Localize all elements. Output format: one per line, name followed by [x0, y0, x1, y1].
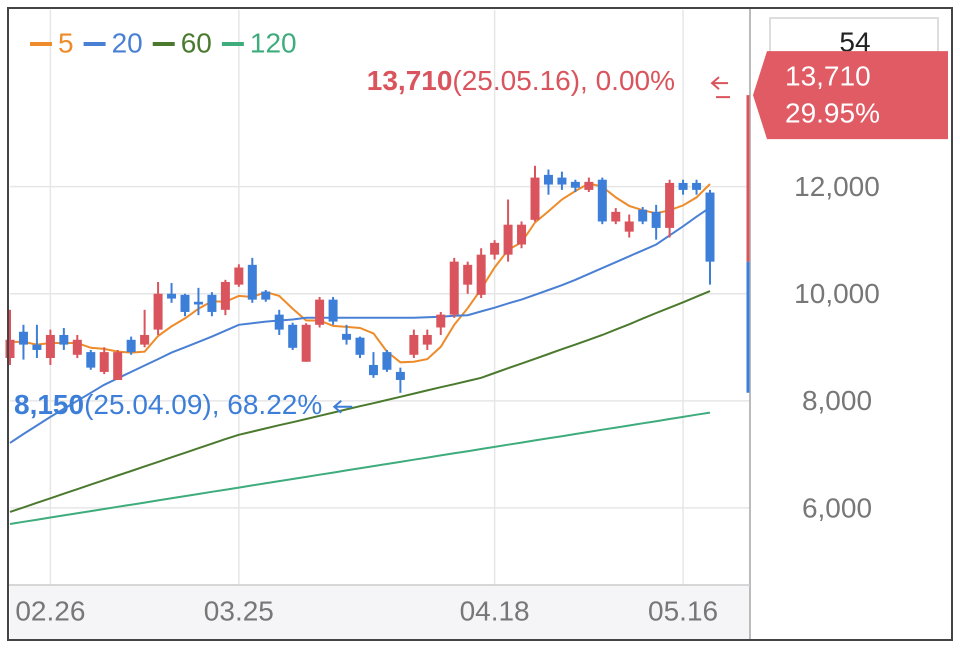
- annotations: 13,710(25.05.16), 0.00%8,150(25.04.09), …: [14, 51, 948, 420]
- candle-body: [328, 299, 338, 322]
- annotation-detail: (25.04.09), 68.22%: [84, 389, 322, 420]
- ma-line: [9, 206, 711, 444]
- candle-body: [651, 211, 661, 228]
- candle-body: [517, 224, 527, 245]
- x-tick-label: 03.25: [204, 595, 274, 626]
- candle-body: [409, 334, 419, 355]
- candle-body: [59, 334, 69, 345]
- annotation-value: 13,710: [367, 66, 453, 97]
- ma-line: [9, 290, 711, 513]
- candle-body: [247, 264, 257, 300]
- candle-body: [180, 294, 190, 312]
- candle-body: [126, 339, 136, 353]
- y-tick-label: 6,000: [802, 492, 872, 523]
- annotation-detail: (25.05.16), 0.00%: [452, 66, 675, 97]
- candle-body: [72, 339, 82, 355]
- candle-body: [86, 352, 96, 368]
- candle-body: [234, 267, 244, 285]
- candle-body: [342, 333, 352, 340]
- x-axis-band: [10, 585, 750, 640]
- candle-body: [597, 179, 607, 222]
- candle-body: [167, 293, 177, 299]
- price-tag: [753, 51, 948, 140]
- candle-body: [153, 293, 163, 330]
- candle-body: [665, 182, 675, 228]
- candle-body: [207, 294, 217, 312]
- candle-body: [543, 174, 553, 185]
- candle-body: [220, 281, 230, 310]
- y-tick-label: 10,000: [794, 278, 880, 309]
- candle-body: [422, 334, 432, 345]
- candle-body: [113, 352, 123, 380]
- legend-label[interactable]: 120: [250, 27, 297, 58]
- ma-lines: [9, 182, 711, 525]
- plot-area: [5, 10, 750, 585]
- ma-line: [9, 411, 711, 525]
- candle-body: [5, 339, 15, 358]
- candle-body: [301, 324, 311, 362]
- high-annotation: 13,710(25.05.16), 0.00%: [367, 66, 675, 97]
- legend-label[interactable]: 5: [58, 27, 74, 58]
- candle-body: [382, 352, 392, 370]
- candle-body: [584, 181, 594, 190]
- annotation-arrow: [332, 400, 353, 414]
- price-tag-change: 29.95%: [785, 98, 880, 129]
- candle-body: [32, 344, 42, 350]
- price-tag-value: 13,710: [785, 61, 871, 92]
- candle-body: [436, 314, 446, 328]
- candle-body: [449, 261, 459, 315]
- candle-body: [624, 221, 634, 232]
- x-tick-label: 02.26: [15, 595, 85, 626]
- candle-body: [638, 209, 648, 222]
- x-tick-label: 04.18: [460, 595, 530, 626]
- candle-body: [395, 371, 405, 380]
- candle-body: [140, 334, 150, 345]
- candle-body: [678, 182, 688, 190]
- candle-body: [355, 337, 365, 355]
- candle-body: [45, 334, 55, 358]
- candle-body: [315, 299, 325, 325]
- y-tick-label: 12,000: [794, 171, 880, 202]
- candle-body: [557, 177, 567, 185]
- candle-body: [261, 291, 271, 300]
- candle-body: [476, 254, 486, 295]
- candle-body: [463, 264, 473, 285]
- annotation-arrow: [710, 76, 730, 99]
- frame: [7, 7, 953, 641]
- candle-body: [193, 301, 203, 305]
- candle-body: [368, 364, 378, 376]
- candle-body: [503, 224, 513, 255]
- low-annotation: 8,150(25.04.09), 68.22%: [14, 389, 322, 420]
- legend: 5 20 60 120: [30, 27, 297, 58]
- candle-body: [570, 181, 580, 188]
- candle-body: [692, 182, 702, 190]
- legend-label[interactable]: 20: [112, 27, 143, 58]
- candle-body: [611, 211, 621, 222]
- annotation-value: 8,150: [14, 389, 84, 420]
- candle-body: [288, 324, 298, 348]
- candle-body: [490, 242, 500, 255]
- y-tick-label: 8,000: [802, 385, 872, 416]
- candle-body: [18, 331, 28, 345]
- candle-body: [99, 352, 109, 372]
- candle-body: [274, 314, 284, 330]
- legend-label[interactable]: 60: [181, 27, 212, 58]
- candle-body: [705, 192, 715, 262]
- x-tick-label: 05.16: [648, 595, 718, 626]
- candle-body: [530, 177, 540, 220]
